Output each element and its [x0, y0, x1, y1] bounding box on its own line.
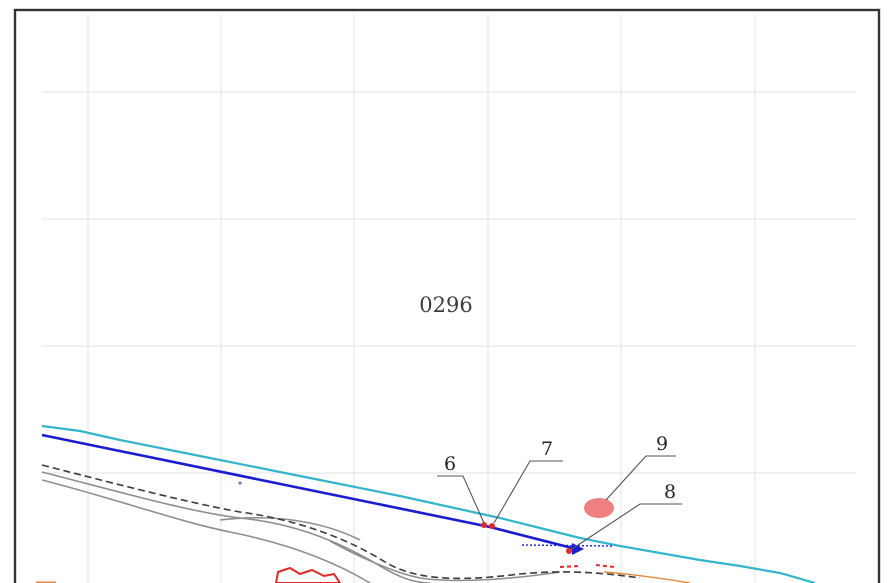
callout-label-8: 8	[664, 481, 676, 503]
road-loop	[219, 516, 361, 541]
orange-line	[603, 571, 691, 583]
road-edge-upper	[41, 471, 431, 583]
callout-label-9: 9	[656, 433, 668, 455]
callout-label-7: 7	[541, 438, 553, 460]
callout-leader-7	[493, 460, 563, 524]
point-markers	[238, 481, 614, 554]
road-branch	[329, 540, 561, 582]
callout-leaders	[437, 455, 682, 550]
direction-arrow-icon	[572, 543, 584, 555]
point-marker-6	[481, 522, 487, 528]
road-lines	[41, 471, 561, 583]
river-line	[41, 424, 816, 583]
grid-lines	[42, 14, 856, 583]
callout-leader-6	[437, 475, 485, 524]
red-feature-outline	[274, 566, 342, 583]
blue-dashed-segment	[521, 544, 613, 547]
point-marker-stray	[238, 481, 242, 485]
point-marker-7	[489, 523, 495, 529]
callout-leader-8	[571, 503, 682, 550]
map-frame	[13, 8, 881, 583]
road-edge-lower	[41, 479, 371, 583]
red-dashed-marks	[559, 564, 615, 568]
parcel-label: 0296	[419, 293, 472, 317]
point-marker-8	[566, 548, 572, 554]
road-centerline-dashed	[41, 464, 641, 580]
point-marker-9	[584, 498, 614, 518]
callout-leader-9	[605, 455, 676, 501]
callout-label-6: 6	[444, 453, 456, 475]
